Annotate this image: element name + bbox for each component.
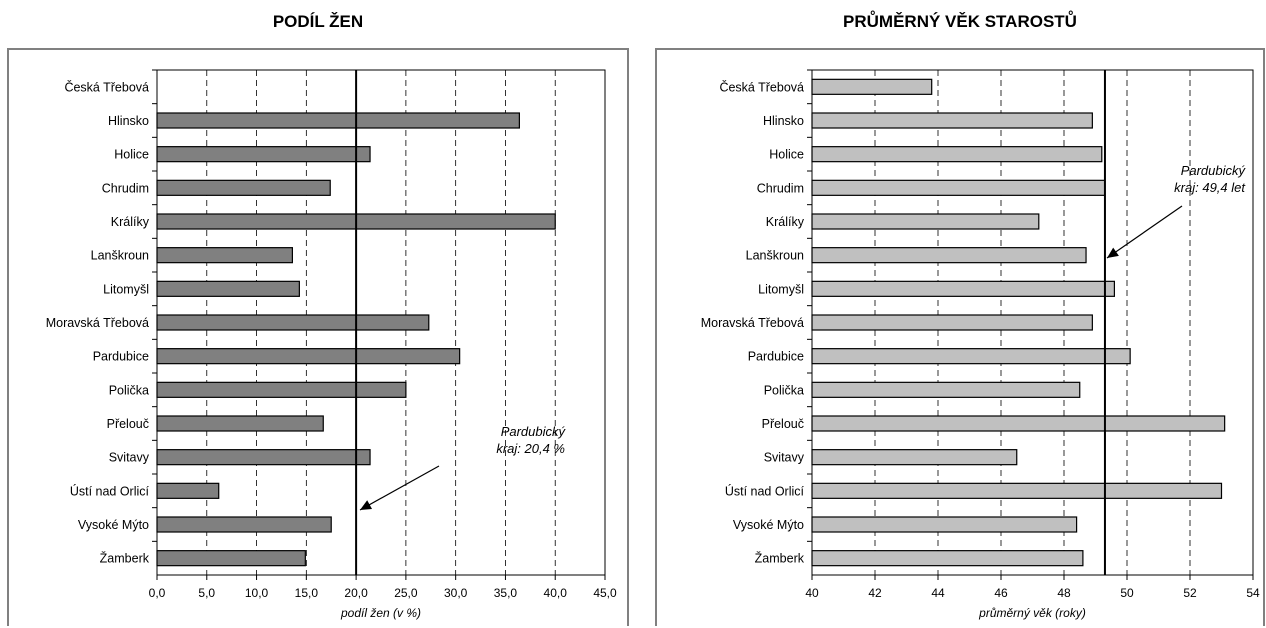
category-label-hlinsko: Hlinsko xyxy=(763,114,804,128)
bar-ceska-trebova xyxy=(811,78,933,95)
category-label-holice: Holice xyxy=(769,148,804,162)
bar-usti-nad-orlici xyxy=(156,482,220,499)
x-tick-label: 0,0 xyxy=(149,586,166,600)
x-tick-label: 15,0 xyxy=(295,586,319,600)
annotation-arrowhead xyxy=(1107,247,1119,258)
x-tick-label: 40,0 xyxy=(544,586,568,600)
bar-chrudim xyxy=(811,179,1106,196)
category-label-hlinsko: Hlinsko xyxy=(108,114,149,128)
x-tick-label: 20,0 xyxy=(344,586,368,600)
x-tick-label: 5,0 xyxy=(198,586,215,600)
category-label-usti-nad-orlici: Ústí nad Orlicí xyxy=(70,483,150,498)
x-tick-label: 42 xyxy=(868,586,882,600)
x-tick-label: 10,0 xyxy=(245,586,269,600)
category-label-litomysl: Litomyšl xyxy=(758,282,804,296)
bar-kraliky xyxy=(811,213,1040,230)
x-tick-label: 45,0 xyxy=(593,586,617,600)
bar-prelouc xyxy=(811,415,1226,432)
x-tick-label: 50 xyxy=(1120,586,1134,600)
x-tick-label: 30,0 xyxy=(444,586,468,600)
category-label-pardubice: Pardubice xyxy=(748,350,804,364)
category-label-svitavy: Svitavy xyxy=(764,451,805,465)
bar-lanskroun xyxy=(156,247,293,264)
annotation-text-line: kraj: 49,4 let xyxy=(1174,180,1246,195)
category-label-zamberk: Žamberk xyxy=(755,551,805,566)
category-label-moravska-trebova: Moravská Třebová xyxy=(701,316,804,330)
category-label-kraliky: Králíky xyxy=(766,215,805,229)
bar-lanskroun xyxy=(811,247,1087,264)
bar-svitavy xyxy=(811,449,1018,466)
annotation-arrow xyxy=(359,465,440,511)
category-label-prelouc: Přelouč xyxy=(762,417,804,431)
category-label-zamberk: Žamberk xyxy=(100,551,150,566)
category-label-moravska-trebova: Moravská Třebová xyxy=(46,316,149,330)
category-label-chrudim: Chrudim xyxy=(102,181,149,195)
category-label-usti-nad-orlici: Ústí nad Orlicí xyxy=(725,483,805,498)
bar-moravska-trebova xyxy=(811,314,1093,331)
annotation-text-line: Pardubický xyxy=(501,424,567,439)
bar-chrudim xyxy=(156,179,331,196)
bar-zamberk xyxy=(811,550,1084,567)
chart-mayor-age: Česká Třebová Hlinsko Holice Chrudim Králíky… xyxy=(655,48,1265,626)
category-label-holice: Holice xyxy=(114,148,149,162)
annotation-text-line: Pardubický xyxy=(1181,163,1247,178)
bar-prelouc xyxy=(156,415,324,432)
annotation-text-line: kraj: 20,4 % xyxy=(496,441,565,456)
category-label-litomysl: Litomyšl xyxy=(103,282,149,296)
category-label-kraliky: Králíky xyxy=(111,215,150,229)
category-label-ceska-trebova: Česká Třebová xyxy=(64,79,149,94)
bar-litomysl xyxy=(811,280,1115,297)
bar-holice xyxy=(811,146,1103,163)
category-label-ceska-trebova: Česká Třebová xyxy=(719,79,804,94)
bar-moravska-trebova xyxy=(156,314,430,331)
category-label-policka: Polička xyxy=(764,383,804,397)
bar-pardubice xyxy=(156,348,461,365)
category-label-lanskroun: Lanškroun xyxy=(746,249,804,263)
category-label-vysoke-myto: Vysoké Mýto xyxy=(733,518,804,532)
chart-women-share: Česká Třebová Hlinsko Holice Chrudim Králíky… xyxy=(7,48,629,626)
bar-policka xyxy=(156,381,407,398)
category-label-vysoke-myto: Vysoké Mýto xyxy=(78,518,149,532)
x-tick-label: 46 xyxy=(994,586,1008,600)
chart-title-left: PODÍL ŽEN xyxy=(272,12,364,31)
category-label-svitavy: Svitavy xyxy=(109,451,150,465)
bar-usti-nad-orlici xyxy=(811,482,1223,499)
bar-vysoke-myto xyxy=(811,516,1078,533)
category-label-chrudim: Chrudim xyxy=(757,181,804,195)
x-tick-label: 25,0 xyxy=(394,586,418,600)
category-label-pardubice: Pardubice xyxy=(93,350,149,364)
x-tick-label: 48 xyxy=(1057,586,1071,600)
bar-hlinsko xyxy=(156,112,520,129)
x-tick-label: 44 xyxy=(931,586,945,600)
x-tick-label: 35,0 xyxy=(494,586,518,600)
x-tick-label: 54 xyxy=(1246,586,1260,600)
x-axis-label: podíl žen (v %) xyxy=(340,606,421,620)
annotation-arrow xyxy=(1106,205,1183,259)
bar-hlinsko xyxy=(811,112,1093,129)
category-label-lanskroun: Lanškroun xyxy=(91,249,149,263)
bar-zamberk xyxy=(156,550,306,567)
bar-pardubice xyxy=(811,348,1131,365)
x-tick-label: 52 xyxy=(1183,586,1197,600)
bar-svitavy xyxy=(156,449,371,466)
chart-title-right: PRŮMĚRNÝ VĚK STAROSTŮ xyxy=(843,12,1077,31)
bar-holice xyxy=(156,146,371,163)
x-tick-label: 40 xyxy=(805,586,819,600)
bar-policka xyxy=(811,381,1081,398)
annotation-arrowhead xyxy=(360,500,373,510)
x-axis-label: průměrný věk (roky) xyxy=(978,606,1086,620)
category-label-prelouc: Přelouč xyxy=(107,417,149,431)
bar-litomysl xyxy=(156,280,300,297)
category-label-policka: Polička xyxy=(109,383,149,397)
bar-vysoke-myto xyxy=(156,516,332,533)
